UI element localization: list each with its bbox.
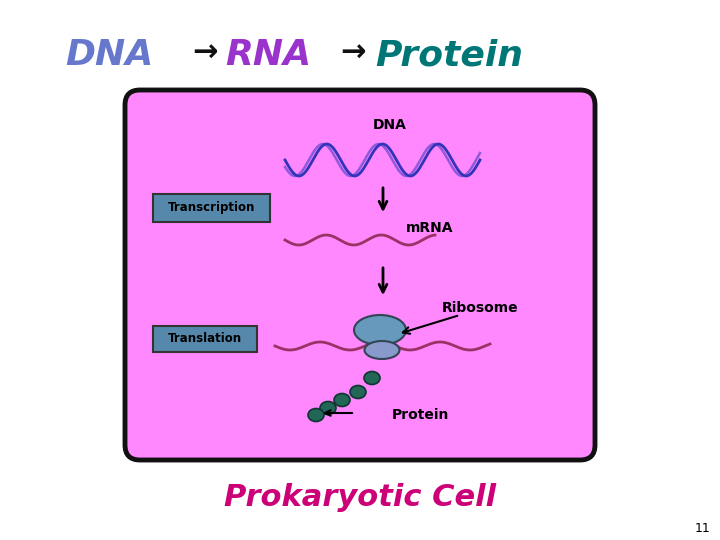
Text: DNA: DNA bbox=[373, 118, 407, 132]
FancyBboxPatch shape bbox=[125, 90, 595, 460]
Text: Protein: Protein bbox=[391, 408, 449, 422]
Text: →: → bbox=[192, 38, 217, 68]
Ellipse shape bbox=[334, 394, 350, 407]
Text: →: → bbox=[340, 38, 366, 68]
Ellipse shape bbox=[364, 341, 400, 359]
Text: Prokaryotic Cell: Prokaryotic Cell bbox=[224, 483, 496, 511]
Ellipse shape bbox=[350, 386, 366, 399]
Ellipse shape bbox=[364, 372, 380, 384]
Text: mRNA: mRNA bbox=[406, 221, 454, 235]
Ellipse shape bbox=[320, 402, 336, 415]
Text: 11: 11 bbox=[695, 522, 711, 535]
Text: Protein: Protein bbox=[375, 38, 523, 72]
Ellipse shape bbox=[308, 408, 324, 422]
Text: Translation: Translation bbox=[168, 333, 242, 346]
Ellipse shape bbox=[354, 315, 406, 345]
FancyBboxPatch shape bbox=[153, 326, 257, 352]
Text: Ribosome: Ribosome bbox=[441, 301, 518, 315]
Text: RNA: RNA bbox=[225, 38, 311, 72]
Text: Transcription: Transcription bbox=[168, 201, 255, 214]
FancyBboxPatch shape bbox=[153, 194, 270, 222]
Text: DNA: DNA bbox=[65, 38, 153, 72]
